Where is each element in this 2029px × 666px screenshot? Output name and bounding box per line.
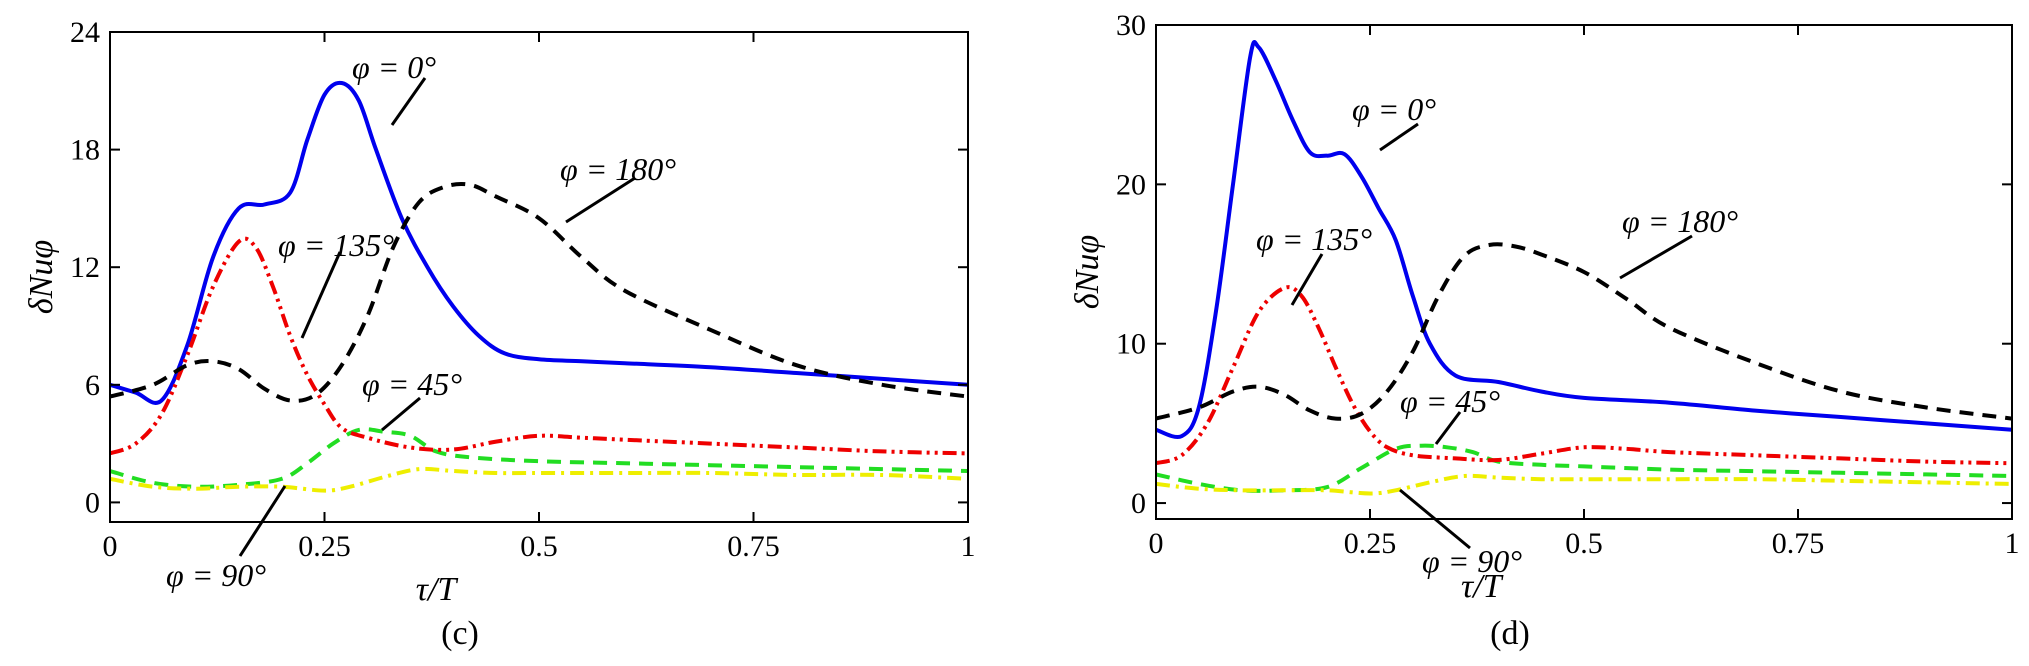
- x-tick-label: 0.5: [1565, 527, 1603, 560]
- series-annotation: φ = 180°: [560, 151, 676, 187]
- y-tick-label: 30: [1116, 9, 1146, 42]
- series-line-135-deg: [110, 236, 968, 456]
- series-annotation: φ = 0°: [1352, 91, 1436, 127]
- annotation-leader: [381, 396, 421, 432]
- series-annotation: φ = 135°: [1256, 221, 1372, 257]
- y-tick-label: 24: [70, 16, 100, 49]
- annotation-leader: [238, 485, 287, 557]
- series-line-180-deg: [110, 181, 968, 403]
- series-line-45-deg: [110, 427, 968, 489]
- x-tick-label: 0: [1149, 527, 1164, 560]
- y-axis-label: δNuφ: [23, 240, 60, 314]
- x-tick-label: 0.5: [520, 530, 558, 563]
- x-tick-label: 1: [961, 530, 976, 563]
- y-tick-label: 12: [70, 251, 100, 284]
- x-tick-label: 0.75: [1772, 527, 1825, 560]
- series-line-0-deg: [1156, 40, 2012, 439]
- series-annotation: φ = 45°: [362, 366, 462, 402]
- y-tick-label: 18: [70, 134, 100, 167]
- annotation-leader: [565, 176, 636, 224]
- annotation-leader: [1619, 234, 1693, 280]
- series-line-135-deg: [1156, 285, 2012, 466]
- annotation-leader: [300, 251, 342, 339]
- annotation-leader: [1379, 122, 1419, 152]
- series-annotation: φ = 135°: [278, 227, 394, 263]
- panel-c: 0 0.25 0.5 0.75 1 0 6 12 18 24 τ/T δNuφ (c) φ = 0° φ =…: [23, 16, 976, 652]
- x-tick-label: 1: [2005, 527, 2020, 560]
- annotation-leader: [1399, 488, 1471, 550]
- y-tick-label: 20: [1116, 168, 1146, 201]
- y-axis-label: δNuφ: [1069, 235, 1106, 309]
- panel-label: (c): [441, 615, 479, 652]
- y-tick-label: 10: [1116, 328, 1146, 361]
- y-tick-label: 6: [85, 369, 100, 402]
- x-tick-label: 0: [103, 530, 118, 563]
- series-annotation: φ = 90°: [1422, 543, 1522, 579]
- series-line-180-deg: [1156, 242, 2012, 421]
- annotation-leader: [1290, 253, 1324, 306]
- series-line-0-deg: [110, 80, 968, 405]
- x-tick-label: 0.25: [298, 530, 351, 563]
- series-line-90-deg: [1156, 473, 2012, 496]
- series-annotation: φ = 90°: [166, 557, 266, 593]
- y-tick-label: 0: [85, 486, 100, 519]
- panel-label: (d): [1490, 615, 1530, 652]
- x-axis-label: τ/T: [1461, 568, 1504, 605]
- y-tick-label: 0: [1131, 487, 1146, 520]
- series-line-90-deg: [110, 466, 968, 493]
- x-tick-label: 0.75: [727, 530, 780, 563]
- series-line-45-deg: [1156, 443, 2012, 493]
- x-axis-label: τ/T: [416, 571, 459, 608]
- x-tick-label: 0.25: [1344, 527, 1397, 560]
- series-annotation: φ = 180°: [1622, 203, 1738, 239]
- series-annotation: φ = 0°: [352, 49, 436, 85]
- annotation-leader: [390, 77, 427, 126]
- series-annotation: φ = 45°: [1400, 383, 1500, 419]
- annotation-leader: [1434, 411, 1462, 445]
